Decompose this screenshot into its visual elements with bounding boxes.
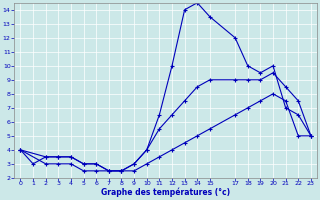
X-axis label: Graphe des températures (°c): Graphe des températures (°c) (101, 188, 230, 197)
